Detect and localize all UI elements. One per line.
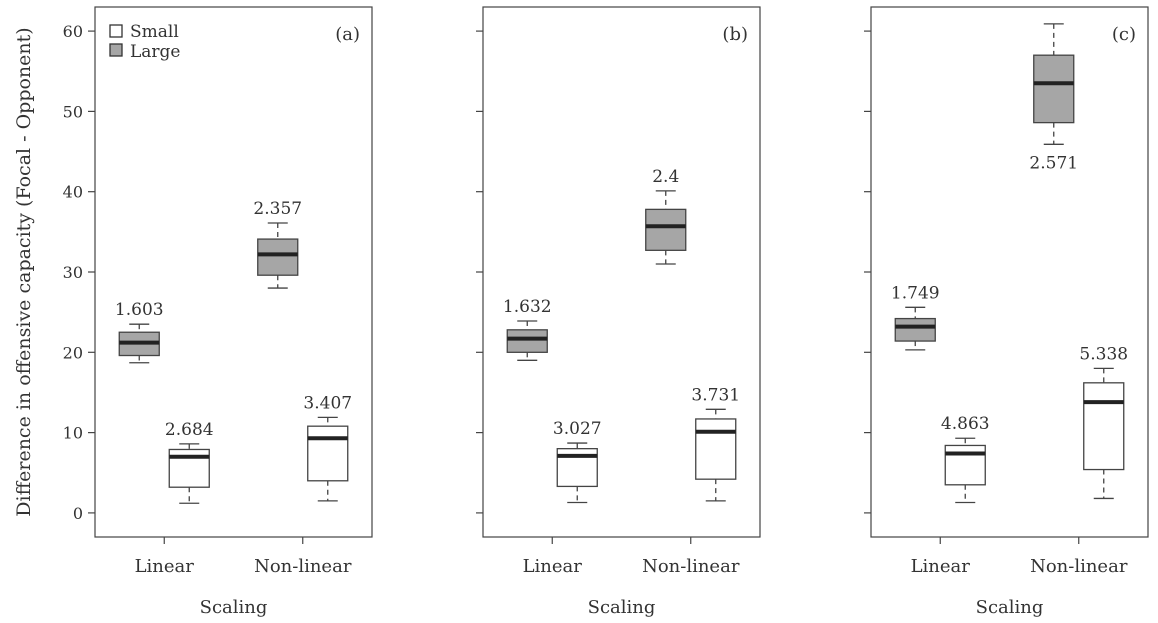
box-annotation: 1.749 bbox=[891, 283, 940, 303]
box-small bbox=[944, 444, 986, 486]
box-small bbox=[695, 418, 737, 480]
legend-swatch-large bbox=[109, 43, 123, 57]
box-large bbox=[645, 208, 687, 251]
y-tick-label: 60 bbox=[63, 22, 83, 41]
y-axis-label: Difference in offensive capacity (Focal … bbox=[13, 27, 35, 516]
y-tick-label: 20 bbox=[63, 343, 83, 362]
box-large bbox=[257, 238, 299, 276]
x-tick-label: Linear bbox=[135, 556, 195, 577]
x-tick-label: Non-linear bbox=[1030, 556, 1128, 577]
box-large bbox=[506, 329, 548, 353]
box-annotation: 2.684 bbox=[165, 420, 214, 440]
box-annotation: 1.632 bbox=[503, 297, 552, 317]
box-annotation: 3.027 bbox=[553, 419, 602, 439]
y-tick-label: 30 bbox=[63, 263, 83, 282]
box-annotation: 2.4 bbox=[652, 167, 679, 187]
y-tick-label: 50 bbox=[63, 102, 83, 121]
legend: Small Large bbox=[109, 22, 181, 62]
box-annotation: 3.407 bbox=[303, 393, 352, 413]
x-axis-label: Scaling bbox=[588, 597, 656, 618]
box-annotation: 4.863 bbox=[941, 414, 990, 434]
panel-label: (c) bbox=[1112, 24, 1136, 45]
x-tick-label: Non-linear bbox=[254, 556, 352, 577]
box-small bbox=[1083, 382, 1125, 471]
box-large bbox=[1033, 54, 1075, 124]
x-tick-label: Linear bbox=[911, 556, 971, 577]
legend-label-small: Small bbox=[130, 22, 179, 42]
y-tick-label: 40 bbox=[63, 183, 83, 202]
box-annotation: 1.603 bbox=[115, 300, 164, 320]
box-annotation: 2.357 bbox=[253, 199, 302, 219]
legend-label-large: Large bbox=[130, 42, 181, 62]
x-axis-label: Scaling bbox=[976, 597, 1044, 618]
box-annotation: 5.338 bbox=[1079, 344, 1128, 364]
box-annotation: 2.571 bbox=[1029, 153, 1078, 173]
x-tick-label: Non-linear bbox=[642, 556, 740, 577]
y-tick-label: 10 bbox=[63, 424, 83, 443]
panel-label: (a) bbox=[335, 24, 360, 45]
panel-label: (b) bbox=[722, 24, 748, 45]
box-small bbox=[307, 425, 349, 482]
x-axis-label: Scaling bbox=[200, 597, 268, 618]
x-tick-label: Linear bbox=[523, 556, 583, 577]
y-tick-label: 0 bbox=[73, 504, 83, 523]
box-large bbox=[894, 317, 936, 342]
legend-swatch-small bbox=[109, 24, 123, 38]
box-annotation: 3.731 bbox=[691, 385, 740, 405]
